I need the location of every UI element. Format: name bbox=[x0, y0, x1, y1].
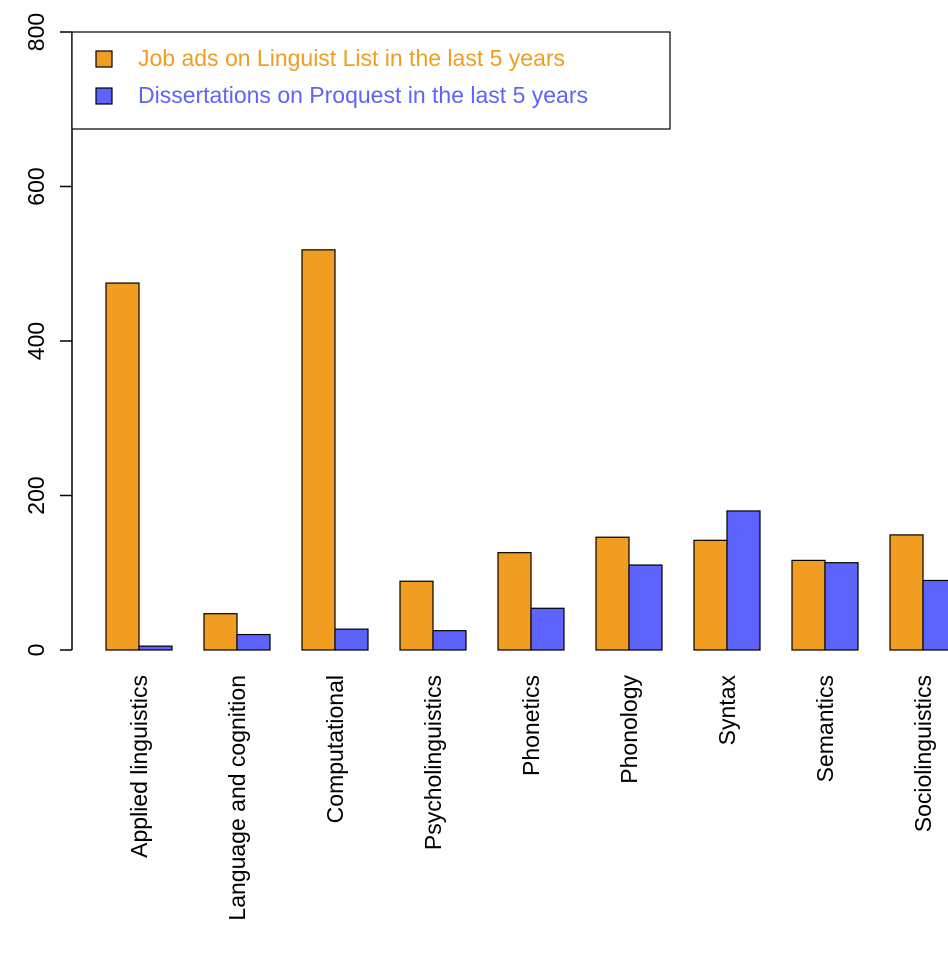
x-category-label: Language and cognition bbox=[224, 675, 250, 921]
bar-dissertations bbox=[726, 510, 761, 651]
x-category-label: Psycholinguistics bbox=[420, 675, 446, 850]
bar-job-ads bbox=[497, 552, 532, 651]
y-tick-label: 0 bbox=[23, 644, 49, 657]
bar-dissertations bbox=[432, 630, 467, 651]
x-category-label: Phonetics bbox=[518, 675, 544, 776]
bar-dissertations bbox=[628, 564, 663, 651]
x-category-label: Applied linguistics bbox=[126, 675, 152, 858]
bar-job-ads bbox=[203, 613, 238, 651]
bar-dissertations bbox=[530, 607, 565, 651]
bar-job-ads bbox=[105, 282, 140, 651]
bar-job-ads bbox=[301, 249, 336, 651]
x-category-label: Semantics bbox=[812, 675, 838, 782]
bar-dissertations bbox=[138, 645, 173, 651]
y-tick-label: 200 bbox=[23, 476, 49, 514]
x-category-label: Phonology bbox=[616, 675, 642, 784]
bar-job-ads bbox=[791, 559, 826, 651]
bar-job-ads bbox=[693, 539, 728, 651]
y-tick-label: 600 bbox=[23, 167, 49, 205]
bar-dissertations bbox=[824, 562, 859, 651]
bar-job-ads bbox=[889, 534, 924, 651]
bar-dissertations bbox=[334, 628, 369, 651]
y-tick-label: 400 bbox=[23, 322, 49, 360]
legend-label: Dissertations on Proquest in the last 5 … bbox=[138, 82, 588, 108]
x-category-label: Syntax bbox=[714, 675, 740, 746]
y-axis: 0 200 400 600 800 bbox=[23, 13, 73, 657]
legend-swatch bbox=[95, 87, 113, 105]
x-category-label: Sociolinguistics bbox=[910, 675, 936, 832]
x-category-label: Computational bbox=[322, 675, 348, 823]
bars bbox=[105, 249, 948, 651]
bar-job-ads bbox=[399, 580, 434, 651]
y-tick-label: 800 bbox=[23, 13, 49, 51]
x-axis-labels: Applied linguistics Language and cognitio… bbox=[126, 675, 936, 921]
bar-dissertations bbox=[236, 633, 271, 651]
legend: Job ads on Linguist List in the last 5 y… bbox=[71, 31, 671, 130]
bar-dissertations bbox=[922, 579, 948, 651]
legend-box bbox=[71, 31, 671, 130]
legend-swatch bbox=[95, 50, 113, 68]
legend-label: Job ads on Linguist List in the last 5 y… bbox=[138, 45, 565, 71]
bar-job-ads bbox=[595, 536, 630, 651]
